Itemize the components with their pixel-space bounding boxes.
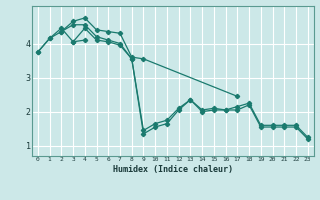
- X-axis label: Humidex (Indice chaleur): Humidex (Indice chaleur): [113, 165, 233, 174]
